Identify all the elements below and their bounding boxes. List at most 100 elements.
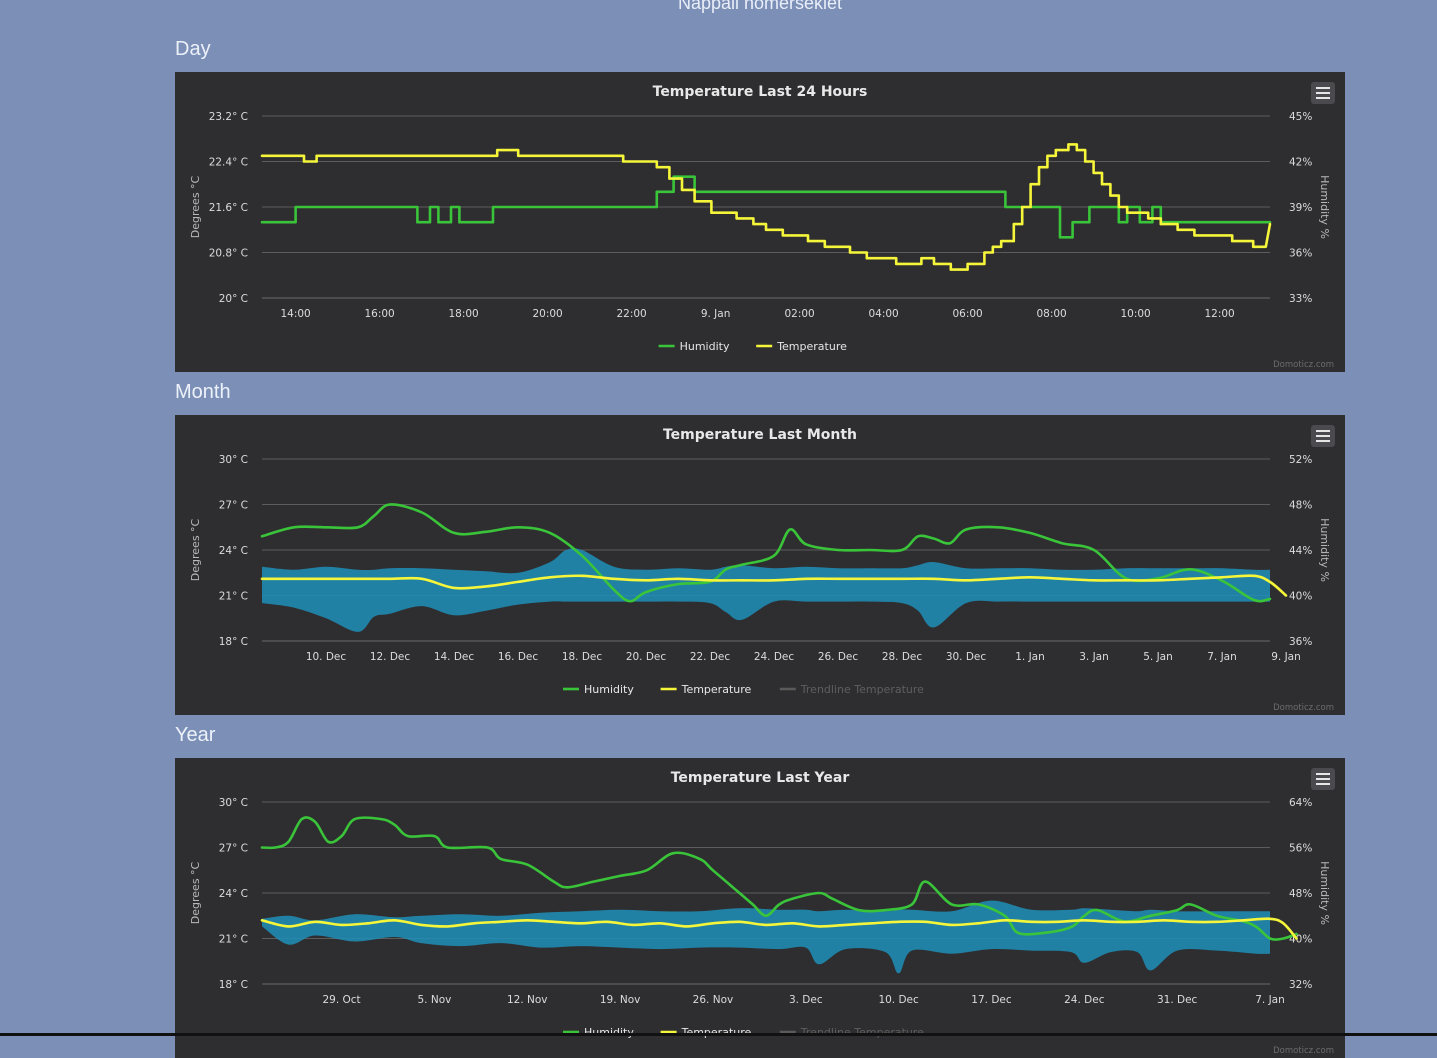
y-tick-label: 21° C [219, 591, 248, 603]
x-tick-label: 16. Dec [498, 651, 539, 663]
x-tick-label: 02:00 [784, 308, 814, 320]
y-tick-label: 27° C [219, 500, 248, 512]
x-tick-label: 3. Dec [789, 994, 823, 1006]
series-line-temperature [260, 917, 1298, 940]
y-tick-label: 23.2° C [209, 111, 248, 123]
y2-tick-label: 36% [1289, 248, 1312, 260]
y2-tick-label: 64% [1289, 797, 1312, 809]
x-tick-label: 7. Jan [1207, 651, 1237, 663]
x-tick-label: 20:00 [532, 308, 562, 320]
legend-label: Temperature [776, 340, 847, 353]
chart-title: Temperature Last Month [663, 427, 857, 443]
x-tick-label: 31. Dec [1157, 994, 1198, 1006]
x-tick-label: 06:00 [952, 308, 982, 320]
y-axis-title: Degrees °C [189, 518, 202, 581]
chart-title: Temperature Last 24 Hours [653, 84, 868, 100]
y-tick-label: 27° C [219, 843, 248, 855]
credit-label: Domoticz.com [1273, 703, 1334, 713]
y-tick-label: 22.4° C [209, 157, 248, 169]
x-tick-label: 28. Dec [882, 651, 923, 663]
x-tick-label: 26. Nov [693, 994, 734, 1006]
chart-title: Temperature Last Year [671, 770, 850, 786]
page-title: Nappali hőmérséklet [677, 0, 843, 13]
x-tick-label: 29. Oct [322, 994, 360, 1006]
chart-menu-button[interactable] [1311, 768, 1335, 790]
x-tick-label: 14. Dec [434, 651, 475, 663]
series-line-temperature [260, 143, 1272, 271]
temperature-range-band [262, 900, 1270, 974]
credit-label: Domoticz.com [1273, 360, 1334, 370]
credit-label: Domoticz.com [1273, 1046, 1334, 1056]
chart-svg: Temperature Last 24 Hours 20° C 20.8° C 21.… [189, 84, 1334, 370]
section-label-year: Year [175, 724, 216, 746]
chart-panel-month: Temperature Last Month 18° C 21° C 24° C 27°… [175, 415, 1345, 715]
y2-tick-label: 40% [1289, 591, 1312, 603]
chart-menu-button[interactable] [1311, 82, 1335, 104]
y2-tick-label: 42% [1289, 157, 1312, 169]
y2-tick-label: 32% [1289, 979, 1312, 991]
y2-tick-label: 52% [1289, 454, 1312, 466]
bottom-bar [0, 1033, 1437, 1036]
x-tick-label: 12. Dec [370, 651, 411, 663]
x-tick-label: 10. Dec [878, 994, 919, 1006]
x-tick-label: 08:00 [1036, 308, 1066, 320]
y-axis-title: Degrees °C [189, 861, 202, 924]
chart-panel-day: Temperature Last 24 Hours 20° C 20.8° C 21.… [175, 72, 1345, 372]
x-tick-label: 22:00 [616, 308, 646, 320]
temperature-range-band [262, 548, 1270, 632]
y2-tick-label: 45% [1289, 111, 1312, 123]
x-tick-label: 30. Dec [946, 651, 987, 663]
x-tick-label: 1. Jan [1015, 651, 1045, 663]
y-tick-label: 18° C [219, 636, 248, 648]
x-tick-label: 19. Nov [600, 994, 641, 1006]
x-tick-label: 24. Dec [1064, 994, 1105, 1006]
x-tick-label: 14:00 [280, 308, 310, 320]
x-tick-label: 18. Dec [562, 651, 603, 663]
y2-tick-label: 39% [1289, 202, 1312, 214]
x-tick-label: 5. Jan [1143, 651, 1173, 663]
y2-axis-title: Humidity % [1318, 518, 1331, 582]
y-axis-title: Degrees °C [189, 175, 202, 238]
legend-item[interactable]: Humidity [658, 340, 730, 353]
legend-item[interactable]: Humidity [563, 683, 634, 696]
legend-item[interactable]: Temperature [756, 340, 847, 353]
x-tick-label: 7. Jan [1255, 994, 1285, 1006]
y2-tick-label: 33% [1289, 293, 1312, 305]
x-tick-label: 17. Dec [971, 994, 1012, 1006]
x-tick-label: 04:00 [868, 308, 898, 320]
x-tick-label: 20. Dec [626, 651, 667, 663]
series-line-temperature [260, 574, 1288, 597]
legend-label: Humidity [584, 683, 634, 696]
x-tick-label: 10:00 [1120, 308, 1150, 320]
chart-svg: Temperature Last Month 18° C 21° C 24° C 27°… [189, 427, 1334, 713]
legend-label: Temperature [681, 683, 752, 696]
x-tick-label: 16:00 [364, 308, 394, 320]
legend-label: Trendline Temperature [800, 683, 924, 696]
legend-label: Humidity [680, 340, 730, 353]
y-tick-label: 18° C [219, 979, 248, 991]
chart-menu-button[interactable] [1311, 425, 1335, 447]
section-label-month: Month [175, 381, 231, 403]
y-tick-label: 24° C [219, 545, 248, 557]
y2-tick-label: 48% [1289, 500, 1312, 512]
chart-svg: Temperature Last Year 18° C 21° C 24° C 27° … [189, 770, 1334, 1056]
x-tick-label: 10. Dec [306, 651, 347, 663]
legend-item[interactable]: Trendline Temperature [779, 683, 924, 696]
y-tick-label: 21° C [219, 934, 248, 946]
x-tick-label: 22. Dec [690, 651, 731, 663]
y2-tick-label: 36% [1289, 636, 1312, 648]
series-line-humidity [260, 503, 1272, 603]
x-tick-label: 18:00 [448, 308, 478, 320]
y-tick-label: 30° C [219, 454, 248, 466]
x-tick-label: 3. Jan [1079, 651, 1109, 663]
y-tick-label: 24° C [219, 888, 248, 900]
x-tick-label: 12:00 [1204, 308, 1234, 320]
section-label-day: Day [175, 38, 211, 60]
chart-panel-year: Temperature Last Year 18° C 21° C 24° C 27° … [175, 758, 1345, 1058]
legend-item[interactable]: Temperature [660, 683, 752, 696]
y2-axis-title: Humidity % [1318, 175, 1331, 239]
x-tick-label: 26. Dec [818, 651, 859, 663]
x-tick-label: 5. Nov [417, 994, 451, 1006]
series-line-humidity [260, 175, 1272, 239]
y2-axis-title: Humidity % [1318, 861, 1331, 925]
